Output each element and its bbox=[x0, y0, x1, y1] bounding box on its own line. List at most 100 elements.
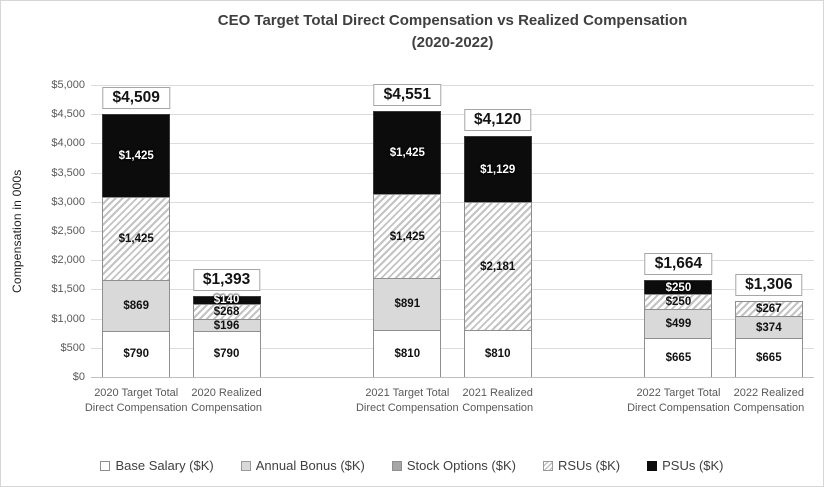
bar-segment-psus: $1,129 bbox=[463, 136, 532, 203]
x-category-label: 2020 Target Total Direct Compensation bbox=[84, 387, 188, 414]
legend-item-label: Stock Options ($K) bbox=[406, 458, 516, 473]
segment-value-label: $891 bbox=[394, 298, 421, 311]
bar-segment-base_salary: $790 bbox=[102, 330, 171, 377]
bar-segment-base_salary: $810 bbox=[463, 329, 532, 377]
bar-segment-psus: $250 bbox=[644, 279, 713, 295]
legend-item-label: RSUs ($K) bbox=[557, 458, 621, 473]
segment-value-label: $2,181 bbox=[480, 260, 516, 273]
segment-value-label: $665 bbox=[756, 352, 782, 365]
segment-value-label: $196 bbox=[213, 319, 240, 332]
legend-item: Base Salary ($K) bbox=[100, 458, 214, 473]
segment-value-label: $665 bbox=[665, 352, 692, 365]
segment-value-label: $1,425 bbox=[389, 147, 425, 160]
bar-segment-annual_bonus: $196 bbox=[192, 319, 261, 332]
bar-total-label: $4,120 bbox=[463, 109, 532, 132]
gridline bbox=[91, 201, 814, 203]
segment-value-label: $810 bbox=[484, 347, 511, 360]
legend: Base Salary ($K) Annual Bonus ($K) Stock O… bbox=[1, 458, 823, 473]
gridline bbox=[91, 114, 814, 116]
segment-value-label: $1,129 bbox=[480, 163, 516, 176]
x-category-label: 2020 Realized Compensation bbox=[191, 387, 263, 414]
segment-value-label: $1,425 bbox=[118, 233, 154, 246]
segment-value-label: $268 bbox=[213, 306, 240, 319]
stock_options-legend-marker-icon bbox=[391, 460, 402, 471]
y-tick-label: $500 bbox=[60, 341, 85, 354]
gridline bbox=[91, 172, 814, 174]
gridline bbox=[91, 347, 814, 349]
segment-value-label: $790 bbox=[123, 348, 149, 361]
legend-item-label: Annual Bonus ($K) bbox=[255, 458, 365, 473]
bar-segment-base_salary: $665 bbox=[734, 338, 803, 377]
segment-value-label: $1,425 bbox=[389, 230, 425, 243]
chart-title-line2: (2020-2022) bbox=[411, 34, 494, 51]
bar-segment-rsus: $1,425 bbox=[373, 194, 442, 278]
bar-segment-base_salary: $810 bbox=[373, 329, 442, 377]
bar-segment-annual_bonus: $374 bbox=[734, 316, 803, 339]
bar-segment-annual_bonus: $499 bbox=[644, 309, 713, 339]
base_salary-legend-marker-icon bbox=[100, 460, 111, 471]
y-axis-ticks: $0 $500 $1,000 $1,500 $2,000 $2,500 $3,000 $3,5… bbox=[1, 79, 85, 383]
segment-value-label: $267 bbox=[756, 303, 782, 316]
bar-segment-annual_bonus: $869 bbox=[102, 280, 171, 331]
bar-segment-base_salary: $790 bbox=[192, 330, 261, 377]
x-category-label: 2022 Target Total Direct Compensation bbox=[627, 387, 730, 414]
segment-value-label: $140 bbox=[213, 294, 240, 307]
y-tick-label: $2,000 bbox=[51, 254, 85, 267]
segment-value-label: $250 bbox=[665, 296, 692, 309]
bar-total-label: $1,393 bbox=[192, 268, 261, 291]
bar-segment-base_salary: $665 bbox=[644, 338, 713, 377]
bar-segment-rsus: $2,181 bbox=[463, 202, 532, 330]
bar-total-label: $1,306 bbox=[735, 273, 803, 296]
bar-segment-rsus: $267 bbox=[734, 300, 803, 317]
psus-legend-marker-icon bbox=[647, 460, 658, 471]
legend-item: Stock Options ($K) bbox=[391, 458, 516, 473]
y-tick-label: $3,500 bbox=[51, 166, 85, 179]
y-tick-label: $2,500 bbox=[51, 225, 85, 237]
legend-item: RSUs ($K) bbox=[542, 458, 621, 473]
bar-segment-rsus: $250 bbox=[644, 294, 713, 310]
x-category-label: 2021 Target Total Direct Compensation bbox=[355, 387, 459, 414]
gridline bbox=[91, 318, 814, 320]
segment-value-label: $810 bbox=[394, 347, 421, 360]
y-tick-label: $4,500 bbox=[51, 108, 85, 121]
plot-area: $790 $869 $1,425 $1,425 $4,509 $790 $196 $268 $1… bbox=[91, 84, 814, 378]
gridline bbox=[91, 289, 814, 291]
segment-value-label: $499 bbox=[665, 318, 692, 331]
segment-value-label: $1,425 bbox=[118, 149, 154, 162]
bar-segment-rsus: $268 bbox=[192, 303, 261, 320]
chart-title-line1: CEO Target Total Direct Compensation vs … bbox=[217, 12, 688, 29]
bar-segment-annual_bonus: $891 bbox=[373, 277, 442, 330]
segment-value-label: $250 bbox=[665, 281, 692, 294]
bar-segment-psus: $1,425 bbox=[373, 111, 442, 195]
bar-segment-psus: $140 bbox=[192, 294, 261, 307]
legend-item: PSUs ($K) bbox=[647, 458, 724, 473]
bar-total-label: $4,551 bbox=[373, 84, 442, 107]
gridline bbox=[91, 85, 814, 86]
legend-item: Annual Bonus ($K) bbox=[240, 458, 365, 473]
x-axis-labels: 2020 Target Total Direct Compensation 202… bbox=[1, 386, 823, 438]
legend-item-label: Base Salary ($K) bbox=[115, 458, 214, 473]
legend-item-label: PSUs ($K) bbox=[662, 458, 724, 473]
segment-value-label: $374 bbox=[756, 321, 782, 334]
y-tick-label: $5,000 bbox=[51, 79, 85, 91]
x-category-label: 2021 Realized Compensation bbox=[462, 387, 534, 414]
gridline bbox=[91, 143, 814, 145]
y-tick-label: $0 bbox=[72, 371, 85, 383]
segment-value-label: $790 bbox=[213, 348, 240, 361]
gridline bbox=[91, 260, 814, 262]
y-tick-label: $4,000 bbox=[51, 137, 85, 150]
gridline bbox=[91, 377, 814, 378]
bar-total-label: $4,509 bbox=[102, 86, 170, 109]
y-tick-label: $3,000 bbox=[51, 195, 85, 208]
y-tick-label: $1,500 bbox=[51, 283, 85, 296]
x-category-label: 2022 Realized Compensation bbox=[733, 387, 805, 414]
bar-total-label: $1,664 bbox=[644, 252, 713, 275]
annual_bonus-legend-marker-icon bbox=[240, 460, 251, 471]
y-tick-label: $1,000 bbox=[51, 312, 85, 325]
rsus-legend-marker-icon bbox=[542, 460, 553, 471]
chart-title: CEO Target Total Direct Compensation vs … bbox=[91, 10, 814, 54]
bar-segment-rsus: $1,425 bbox=[102, 196, 171, 281]
segment-value-label: $869 bbox=[123, 300, 149, 312]
bar-segment-psus: $1,425 bbox=[102, 113, 171, 197]
